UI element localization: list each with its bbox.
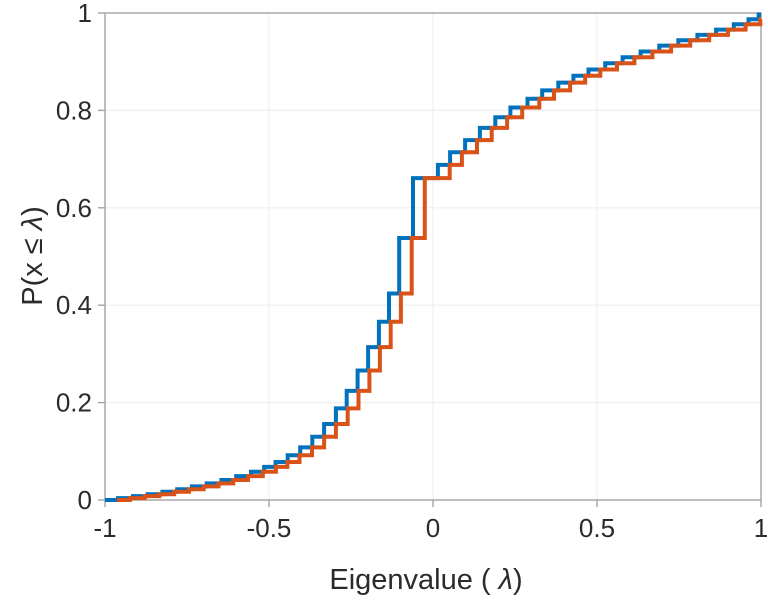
- y-axis-label-lambda: λ: [17, 216, 49, 232]
- y-tick-label: 0.4: [56, 290, 92, 320]
- tick-marks: [98, 12, 762, 507]
- data-series: [105, 12, 763, 502]
- empirical-cdf-orange-line: [116, 17, 763, 502]
- x-tick-label: 0: [426, 513, 440, 543]
- x-axis-label-text: Eigenvalue (: [329, 564, 498, 596]
- y-axis-label-close: ): [17, 206, 49, 216]
- y-axis-label: P(x ≤ λ): [17, 206, 49, 306]
- y-axis-label-text: P(x: [17, 254, 49, 306]
- y-tick-label: 0.2: [56, 388, 92, 418]
- x-tick-label: 0.5: [579, 513, 615, 543]
- y-tick-labels: 0 0.2 0.4 0.6 0.8 1: [56, 0, 92, 515]
- y-tick-label: 1: [78, 0, 92, 28]
- y-tick-label: 0: [78, 485, 92, 515]
- x-axis-label: Eigenvalue ( λ): [329, 564, 522, 596]
- x-tick-label: -1: [93, 513, 116, 543]
- x-tick-label: 1: [754, 513, 768, 543]
- grid-lines: [105, 13, 761, 500]
- y-axis-label-leq: ≤: [17, 230, 49, 254]
- x-axis-label-close: ): [513, 564, 523, 596]
- x-tick-label: -0.5: [247, 513, 292, 543]
- y-tick-label: 0.6: [56, 193, 92, 223]
- x-tick-labels: -1 -0.5 0 0.5 1: [93, 513, 768, 543]
- x-axis-label-lambda: λ: [497, 564, 513, 596]
- y-tick-label: 0.8: [56, 95, 92, 125]
